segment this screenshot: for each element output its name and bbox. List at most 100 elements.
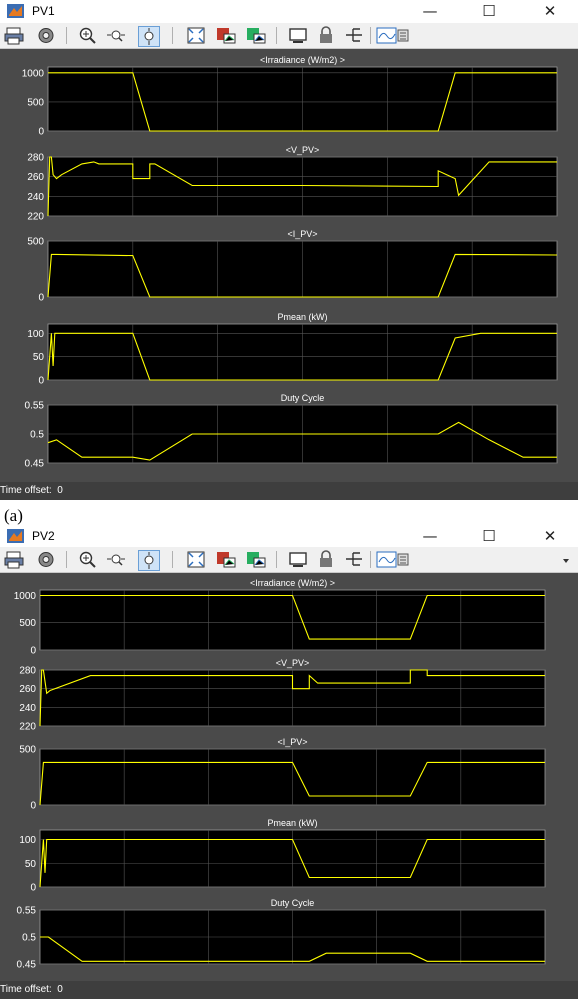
status-bar: Time offset: 0 [0,981,578,999]
parameters-icon[interactable] [288,26,308,45]
minimize-button[interactable]: — [422,2,438,20]
time-offset-value: 0 [57,984,63,995]
lock-icon[interactable] [316,550,336,569]
scope-panel: <Irradiance (W/m2) > 1000 500 0 [14,578,546,657]
signal-trace [39,838,545,888]
figure-caption-a: (a) [4,506,23,525]
signal-trace [47,421,557,461]
y-tick-label: 1000 [22,68,45,79]
y-tick-label: 0 [38,376,44,387]
y-tick-label: 220 [19,722,36,733]
y-tick-label: 500 [27,237,44,248]
y-tick-label: 100 [19,835,36,846]
y-tick-label: 50 [33,352,45,363]
y-tick-label: 500 [19,745,36,756]
settings-icon[interactable] [36,26,56,45]
y-tick-label: 260 [19,684,36,695]
y-tick-label: 0.45 [17,960,37,971]
autoscale-icon[interactable] [186,550,206,569]
y-tick-label: 1000 [14,591,37,602]
scope-title: <I_PV> [287,229,317,239]
y-tick-label: 500 [27,97,44,108]
signal-selector-icon[interactable] [376,550,410,569]
y-tick-label: 240 [27,192,44,203]
save-axes-icon[interactable] [216,26,236,45]
scope-panel: <Irradiance (W/m2) > 1000 500 0 [22,55,558,138]
time-offset-readout: Time offset: 0 [0,485,63,496]
scope-title: <Irradiance (W/m2) > [250,578,335,588]
scope-panel: <I_PV> 500 0 [19,737,546,812]
y-tick-label: 0.5 [22,933,36,944]
scope-panel: Duty Cycle 0.55 0.5 0.45 [25,393,558,470]
signal-selector-icon[interactable] [376,26,410,45]
scope-title: Duty Cycle [271,898,315,908]
scope-plot-area: <Irradiance (W/m2) >1000 500 0 <V_PV> 280 260… [0,49,578,482]
signal-trace [39,761,545,806]
scope-title: Pmean (kW) [267,818,317,828]
toolbar-separator [370,27,371,44]
toolbar-separator [66,27,67,44]
toolbar-separator [172,551,173,568]
y-tick-label: 280 [19,666,36,677]
scope-title: <Irradiance (W/m2) > [260,55,345,65]
y-tick-label: 0 [38,293,44,304]
y-tick-label: 500 [19,618,36,629]
zoom-x-icon[interactable] [106,550,126,569]
signal-trace [47,332,557,381]
y-tick-label: 0 [30,801,36,812]
maximize-button[interactable]: ☐ [482,2,496,20]
close-button[interactable]: ✕ [543,527,557,545]
y-tick-label: 0 [38,127,44,138]
restore-icon[interactable] [246,26,266,45]
restore-icon[interactable] [246,550,266,569]
print-icon[interactable] [4,26,24,45]
toolbar-overflow-icon[interactable] [560,550,572,569]
time-offset-label: Time offset: [0,485,52,496]
toolbar-separator [276,27,277,44]
signal-trace [47,253,558,298]
y-tick-label: 0.45 [25,459,45,470]
close-button[interactable]: ✕ [543,2,557,20]
settings-icon[interactable] [36,550,56,569]
scope-title: <V_PV> [276,658,310,668]
minimize-button[interactable]: — [422,527,438,545]
y-tick-label: 260 [27,172,44,183]
maximize-button[interactable]: ☐ [482,527,496,545]
scope-title: <V_PV> [286,145,320,155]
scope-toolbar [0,547,578,573]
signal-trace [39,669,545,727]
time-offset-value: 0 [57,485,63,496]
scope-panels: <Irradiance (W/m2) >10005000<V_PV>280260… [22,55,558,470]
title-bar: PV2 — ☐ ✕ [0,526,578,547]
y-tick-label: 220 [27,212,44,223]
matlab-icon [7,529,24,543]
signal-trace [40,936,545,962]
print-icon[interactable] [4,550,24,569]
save-axes-icon[interactable] [216,550,236,569]
zoom-y-icon[interactable] [138,26,160,47]
toolbar-separator [276,551,277,568]
scope-panel: Pmean (kW) 100 50 0 [27,312,558,387]
legend-icon[interactable] [344,26,364,45]
status-bar: Time offset: 0 [0,482,578,500]
parameters-icon[interactable] [288,550,308,569]
scope-title: <I_PV> [277,737,307,747]
y-tick-label: 280 [27,153,44,164]
window-title: PV1 [32,4,55,18]
toolbar-separator [66,551,67,568]
autoscale-icon[interactable] [186,26,206,45]
zoom-x-icon[interactable] [106,26,126,45]
lock-icon[interactable] [316,26,336,45]
zoom-y-icon[interactable] [138,550,160,571]
y-tick-label: 240 [19,703,36,714]
signal-trace [48,72,557,132]
scope-title: Duty Cycle [281,393,325,403]
legend-icon[interactable] [344,550,364,569]
y-tick-label: 0.55 [17,906,37,917]
scope-panel: <I_PV> 500 0 [27,229,558,304]
matlab-icon [7,4,24,18]
signal-trace [40,594,545,640]
scope-panel: Duty Cycle 0.55 0.5 0.45 [17,898,546,971]
zoom-in-icon[interactable] [78,550,98,569]
zoom-in-icon[interactable] [78,26,98,45]
